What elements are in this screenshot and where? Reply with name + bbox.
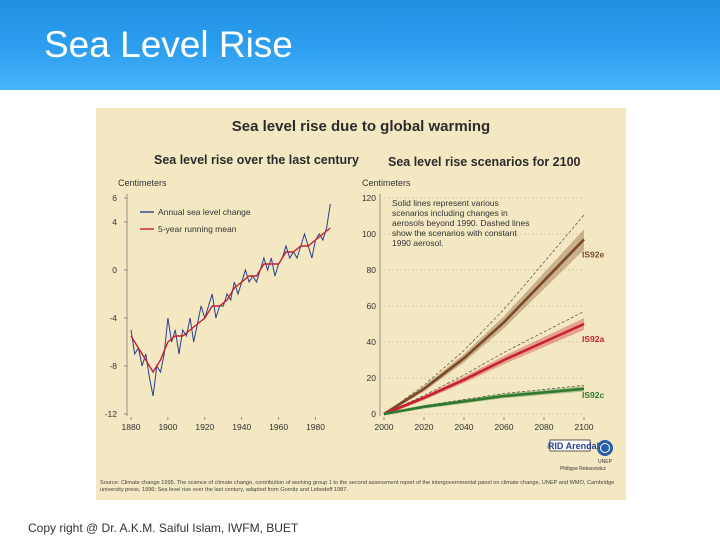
right-y-tick-label: 40 bbox=[367, 337, 377, 347]
left-x-tick-label: 1980 bbox=[306, 422, 325, 432]
right-y-tick-label: 20 bbox=[367, 373, 377, 383]
right-x-tick-label: 2020 bbox=[415, 422, 434, 432]
right-y-tick-label: 120 bbox=[362, 193, 376, 203]
right-series-line bbox=[383, 322, 585, 416]
figure-title: Sea level rise due to global warming bbox=[231, 118, 491, 135]
right-chart-title: Sea level rise scenarios for 2100 bbox=[388, 155, 581, 169]
figure-panel: Sea level rise due to global warming Sea… bbox=[96, 108, 626, 500]
left-y-tick-label: -4 bbox=[109, 313, 117, 323]
right-series-band bbox=[384, 318, 584, 416]
left-y-tick-label: -8 bbox=[109, 361, 117, 371]
left-legend-label: 5-year running mean bbox=[158, 224, 237, 234]
left-y-tick-label: 0 bbox=[112, 265, 117, 275]
right-series-line bbox=[383, 387, 585, 416]
right-series-band bbox=[384, 229, 584, 416]
left-chart-title: Sea level rise over the last century bbox=[154, 153, 359, 167]
grid-arendal-logo: GRID Arendal UNEP Philippe Rekacewicz bbox=[541, 438, 619, 472]
left-x-tick-label: 1900 bbox=[158, 422, 177, 432]
right-y-unit: Centimeters bbox=[362, 178, 411, 188]
right-x-tick-label: 2000 bbox=[375, 422, 394, 432]
left-y-tick-label: -12 bbox=[105, 409, 118, 419]
right-y-tick-label: 100 bbox=[362, 229, 376, 239]
slide-title: Sea Level Rise bbox=[44, 24, 293, 65]
right-series-line bbox=[383, 238, 585, 416]
left-x-tick-label: 1920 bbox=[195, 422, 214, 432]
left-x-tick-label: 1940 bbox=[232, 422, 251, 432]
left-x-tick-label: 1960 bbox=[269, 422, 288, 432]
right-x-tick-label: 2100 bbox=[575, 422, 594, 432]
left-series-line bbox=[130, 227, 331, 374]
right-annotation: Solid lines represent various scenarios i… bbox=[392, 198, 530, 248]
right-series-label: IS92a bbox=[582, 334, 604, 344]
logo-text: GRID Arendal bbox=[547, 441, 599, 451]
right-y-tick-label: 80 bbox=[367, 265, 377, 275]
title-banner: Sea Level Rise bbox=[0, 0, 720, 90]
left-y-unit: Centimeters bbox=[118, 178, 167, 188]
logo-sub: UNEP bbox=[598, 459, 613, 465]
left-series-line bbox=[130, 203, 331, 397]
left-x-tick-label: 1880 bbox=[122, 422, 141, 432]
left-y-tick-label: 6 bbox=[112, 193, 117, 203]
right-series-label: IS92e bbox=[582, 249, 604, 259]
right-x-tick-label: 2040 bbox=[455, 422, 474, 432]
left-legend-label: Annual sea level change bbox=[158, 207, 251, 217]
right-series-dashed-line bbox=[383, 385, 585, 415]
left-y-tick-label: 4 bbox=[112, 217, 117, 227]
right-series-dashed-line bbox=[383, 214, 585, 415]
slide-footer: Copy right @ Dr. A.K.M. Saiful Islam, IW… bbox=[28, 521, 299, 535]
right-y-tick-label: 60 bbox=[367, 301, 377, 311]
right-x-tick-label: 2060 bbox=[495, 422, 514, 432]
right-x-tick-label: 2080 bbox=[535, 422, 554, 432]
right-y-tick-label: 0 bbox=[371, 409, 376, 419]
right-series-label: IS92c bbox=[582, 390, 604, 400]
logo-caption: Philippe Rekacewicz bbox=[560, 466, 606, 472]
figure-source: Source: Climate change 1995, The science… bbox=[100, 480, 615, 493]
right-series-dashed-line bbox=[383, 311, 585, 415]
